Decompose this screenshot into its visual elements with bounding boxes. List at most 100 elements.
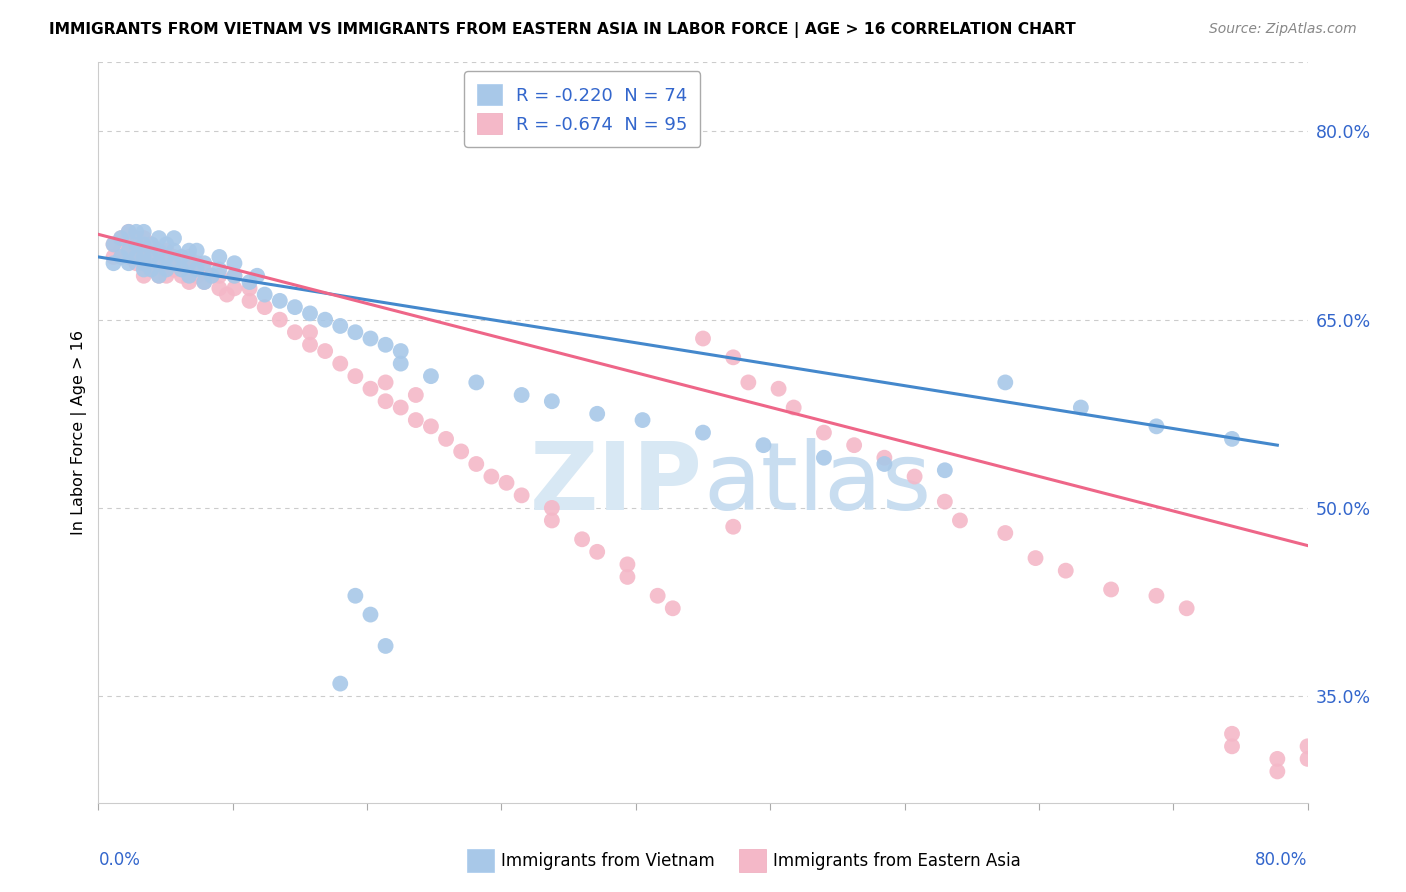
- Point: [186, 256, 208, 270]
- Point: [103, 256, 125, 270]
- Point: [148, 268, 170, 283]
- Point: [179, 256, 201, 270]
- Point: [420, 369, 443, 384]
- Point: [186, 244, 208, 258]
- Y-axis label: In Labor Force | Age > 16: In Labor Force | Age > 16: [72, 330, 87, 535]
- Point: [118, 225, 141, 239]
- Point: [783, 401, 806, 415]
- Point: [813, 450, 835, 465]
- Point: [110, 244, 132, 258]
- Point: [510, 488, 533, 502]
- Point: [692, 425, 714, 440]
- Point: [1175, 601, 1198, 615]
- Point: [186, 262, 208, 277]
- Point: [389, 344, 412, 359]
- Point: [103, 237, 125, 252]
- Point: [481, 469, 503, 483]
- Point: [201, 268, 224, 283]
- Point: [1070, 401, 1092, 415]
- Point: [193, 275, 215, 289]
- Point: [163, 231, 186, 245]
- Text: Immigrants from Eastern Asia: Immigrants from Eastern Asia: [773, 852, 1021, 870]
- Point: [360, 331, 382, 345]
- Point: [329, 357, 352, 371]
- Point: [224, 268, 246, 283]
- Point: [389, 357, 412, 371]
- Point: [201, 268, 224, 283]
- Point: [155, 268, 177, 283]
- Point: [208, 262, 231, 277]
- FancyBboxPatch shape: [467, 848, 494, 872]
- Point: [208, 250, 231, 264]
- Text: IMMIGRANTS FROM VIETNAM VS IMMIGRANTS FROM EASTERN ASIA IN LABOR FORCE | AGE > 1: IMMIGRANTS FROM VIETNAM VS IMMIGRANTS FR…: [49, 22, 1076, 38]
- Point: [269, 293, 291, 308]
- Point: [224, 256, 246, 270]
- Point: [132, 268, 155, 283]
- Point: [132, 244, 155, 258]
- Point: [132, 237, 155, 252]
- Point: [299, 325, 322, 339]
- Point: [141, 262, 163, 277]
- Point: [118, 237, 141, 252]
- Point: [179, 268, 201, 283]
- Point: [132, 225, 155, 239]
- Text: atlas: atlas: [703, 439, 931, 531]
- Point: [723, 351, 745, 365]
- Point: [224, 268, 246, 283]
- Point: [434, 432, 457, 446]
- Point: [465, 376, 488, 390]
- Point: [752, 438, 775, 452]
- Point: [253, 287, 276, 301]
- Point: [179, 244, 201, 258]
- Point: [768, 382, 790, 396]
- Point: [949, 513, 972, 527]
- Point: [148, 256, 170, 270]
- Point: [934, 463, 956, 477]
- Point: [344, 369, 367, 384]
- Point: [284, 300, 307, 314]
- Point: [540, 513, 562, 527]
- Point: [118, 225, 141, 239]
- Point: [208, 281, 231, 295]
- Point: [616, 570, 638, 584]
- Point: [647, 589, 669, 603]
- Point: [374, 338, 396, 352]
- FancyBboxPatch shape: [740, 848, 766, 872]
- Point: [1296, 739, 1319, 754]
- Point: [405, 388, 427, 402]
- Point: [994, 376, 1017, 390]
- Point: [1267, 764, 1289, 779]
- Point: [360, 607, 382, 622]
- Point: [344, 325, 367, 339]
- Point: [110, 250, 132, 264]
- Point: [994, 526, 1017, 541]
- Point: [1054, 564, 1077, 578]
- Point: [103, 250, 125, 264]
- Point: [125, 231, 148, 245]
- Point: [179, 250, 201, 264]
- Point: [1220, 739, 1243, 754]
- Point: [132, 262, 155, 277]
- Point: [239, 281, 262, 295]
- Point: [314, 312, 336, 326]
- Point: [103, 237, 125, 252]
- Point: [813, 425, 835, 440]
- Point: [586, 545, 609, 559]
- Point: [540, 394, 562, 409]
- Point: [118, 244, 141, 258]
- Point: [873, 450, 896, 465]
- Point: [170, 256, 193, 270]
- Point: [155, 250, 177, 264]
- Point: [1296, 752, 1319, 766]
- Point: [631, 413, 654, 427]
- Point: [193, 262, 215, 277]
- Point: [148, 256, 170, 270]
- Point: [141, 237, 163, 252]
- Point: [1267, 752, 1289, 766]
- Point: [389, 401, 412, 415]
- Text: 0.0%: 0.0%: [98, 851, 141, 869]
- Point: [110, 231, 132, 245]
- Point: [215, 287, 238, 301]
- Point: [170, 250, 193, 264]
- Point: [374, 376, 396, 390]
